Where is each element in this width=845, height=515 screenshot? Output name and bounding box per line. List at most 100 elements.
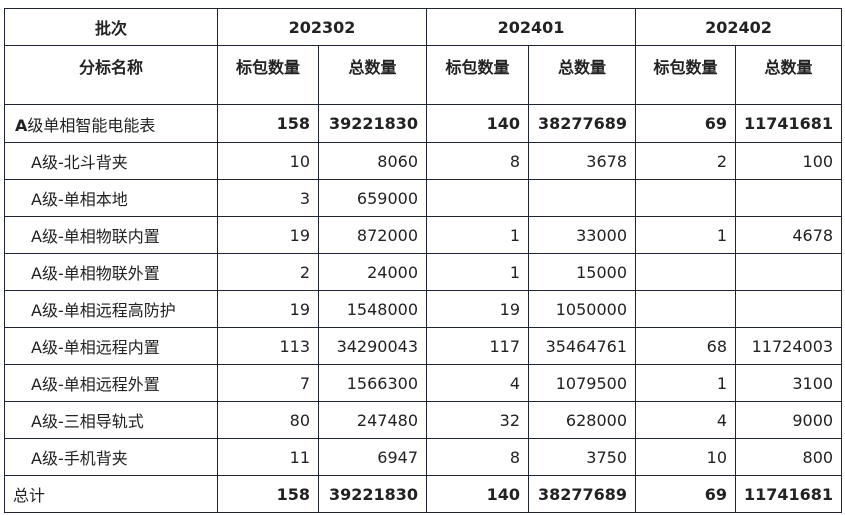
header-row-batch: 批次 202302 202401 202402: [4, 8, 843, 46]
total-quantity-cell: [734, 179, 843, 217]
table-row: A级-单相远程外置 7 1566300 4 1079500 1 3100: [4, 364, 843, 402]
total-quantity-cell: 247480: [318, 401, 427, 439]
row-name: A级-手机背夹: [4, 438, 218, 476]
row-name: 总计: [4, 475, 218, 513]
row-name: A级-北斗背夹: [4, 142, 218, 180]
total-quantity-cell: 628000: [528, 401, 636, 439]
total-quantity-cell: 11724003: [734, 327, 843, 365]
total-quantity-cell: 3100: [734, 364, 843, 402]
package-count-cell: [635, 179, 736, 217]
total-quantity-cell: 1050000: [528, 290, 636, 328]
total-quantity-cell: [734, 290, 843, 328]
package-count-cell: [635, 253, 736, 291]
total-quantity-cell: 33000: [528, 216, 636, 254]
total-quantity-cell: 659000: [318, 179, 427, 217]
group-name-cell: A级单相智能电能表: [4, 104, 218, 143]
batch-header-202402: 202402: [634, 8, 843, 46]
value-cell: 11741681: [734, 104, 843, 143]
group-row: A级单相智能电能表 158 39221830 140 38277689 69 1…: [4, 104, 843, 143]
package-count-cell: 19: [426, 290, 529, 328]
total-quantity-cell: 39221830: [318, 475, 427, 513]
total-quantity-cell: 8060: [318, 142, 427, 180]
value-cell: 39221830: [318, 104, 427, 143]
value-cell: 140: [426, 104, 529, 143]
package-count-cell: 2: [217, 253, 319, 291]
table-row: A级-北斗背夹 10 8060 8 3678 2 100: [4, 142, 843, 180]
package-count-cell: 19: [217, 216, 319, 254]
total-quantity-cell: 6947: [318, 438, 427, 476]
package-count-cell: 1: [635, 364, 736, 402]
package-count-cell: 10: [635, 438, 736, 476]
package-count-header: 标包数量: [217, 45, 319, 105]
package-count-cell: 1: [426, 253, 529, 291]
package-count-cell: 2: [635, 142, 736, 180]
total-quantity-cell: 800: [734, 438, 843, 476]
row-name: A级-三相导轨式: [4, 401, 218, 439]
table-row: A级-单相本地 3 659000: [4, 179, 843, 217]
value-cell: 69: [635, 104, 736, 143]
total-quantity-cell: 15000: [528, 253, 636, 291]
package-count-cell: [426, 179, 529, 217]
total-quantity-cell: [734, 253, 843, 291]
table-row: A级-单相物联外置 2 24000 1 15000: [4, 253, 843, 291]
total-quantity-cell: 3678: [528, 142, 636, 180]
total-quantity-header: 总数量: [734, 45, 843, 105]
total-quantity-cell: 24000: [318, 253, 427, 291]
total-quantity-cell: 35464761: [528, 327, 636, 365]
total-quantity-cell: 9000: [734, 401, 843, 439]
package-count-cell: 69: [635, 475, 736, 513]
package-count-cell: 3: [217, 179, 319, 217]
table-row: A级-单相远程高防护 19 1548000 19 1050000: [4, 290, 843, 328]
table-row: A级-单相物联内置 19 872000 1 33000 1 4678: [4, 216, 843, 254]
total-quantity-header: 总数量: [528, 45, 636, 105]
batch-header-202302: 202302: [217, 8, 427, 46]
package-count-cell: 1: [635, 216, 736, 254]
table-row: A级-手机背夹 11 6947 8 3750 10 800: [4, 438, 843, 476]
total-quantity-cell: 872000: [318, 216, 427, 254]
package-count-cell: 140: [426, 475, 529, 513]
package-count-cell: 1: [426, 216, 529, 254]
row-name: A级-单相物联内置: [4, 216, 218, 254]
package-count-cell: 4: [635, 401, 736, 439]
total-quantity-cell: 1548000: [318, 290, 427, 328]
package-count-cell: 4: [426, 364, 529, 402]
total-quantity-cell: 1079500: [528, 364, 636, 402]
package-count-cell: 11: [217, 438, 319, 476]
row-name: A级-单相本地: [4, 179, 218, 217]
package-count-cell: 19: [217, 290, 319, 328]
package-count-cell: 32: [426, 401, 529, 439]
package-count-header: 标包数量: [635, 45, 736, 105]
total-quantity-cell: [528, 179, 636, 217]
row-name: A级-单相远程外置: [4, 364, 218, 402]
total-quantity-header: 总数量: [318, 45, 427, 105]
value-cell: 38277689: [528, 104, 636, 143]
row-name: A级-单相物联外置: [4, 253, 218, 291]
batch-header-202401: 202401: [426, 8, 636, 46]
package-count-header: 标包数量: [426, 45, 529, 105]
package-count-cell: 10: [217, 142, 319, 180]
table-row: A级-三相导轨式 80 247480 32 628000 4 9000: [4, 401, 843, 439]
value-cell: 158: [217, 104, 319, 143]
total-quantity-cell: 100: [734, 142, 843, 180]
name-label: 分标名称: [4, 45, 218, 105]
package-count-cell: 8: [426, 438, 529, 476]
total-quantity-cell: 34290043: [318, 327, 427, 365]
total-quantity-cell: 38277689: [528, 475, 636, 513]
batch-label: 批次: [4, 8, 218, 46]
group-name-prefix: A: [15, 115, 28, 135]
package-count-cell: 7: [217, 364, 319, 402]
total-quantity-cell: 1566300: [318, 364, 427, 402]
header-row-columns: 分标名称 标包数量 总数量 标包数量 总数量 标包数量 总数量: [4, 45, 843, 105]
row-name: A级-单相远程高防护: [4, 290, 218, 328]
package-count-cell: 8: [426, 142, 529, 180]
total-quantity-cell: 11741681: [734, 475, 843, 513]
batch-quantity-table: 批次 202302 202401 202402 分标名称 标包数量 总数量 标包…: [4, 8, 843, 513]
package-count-cell: 117: [426, 327, 529, 365]
total-quantity-cell: 4678: [734, 216, 843, 254]
package-count-cell: [635, 290, 736, 328]
package-count-cell: 158: [217, 475, 319, 513]
total-quantity-cell: 3750: [528, 438, 636, 476]
table-row: A级-单相远程内置 113 34290043 117 35464761 68 1172400…: [4, 327, 843, 365]
package-count-cell: 68: [635, 327, 736, 365]
package-count-cell: 80: [217, 401, 319, 439]
